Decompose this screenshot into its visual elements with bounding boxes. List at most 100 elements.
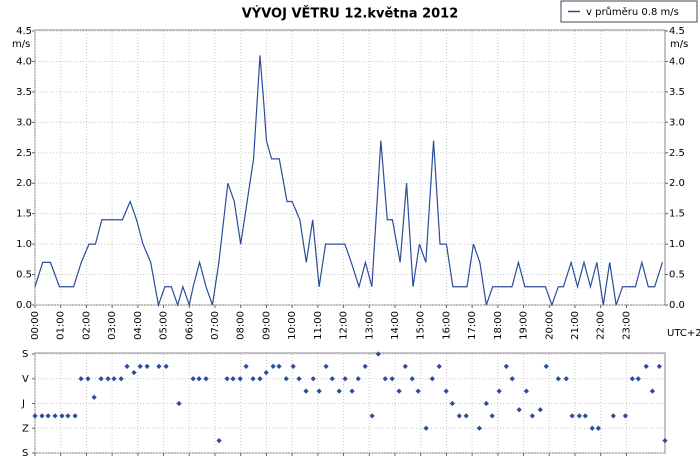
direction-point <box>163 363 169 369</box>
direction-point <box>39 413 45 419</box>
direction-point <box>409 376 415 382</box>
direction-point <box>65 413 71 419</box>
direction-point <box>230 376 236 382</box>
direction-point <box>144 363 150 369</box>
direction-point <box>375 351 381 357</box>
direction-point <box>316 388 322 394</box>
direction-point <box>489 413 495 419</box>
direction-point <box>349 388 355 394</box>
direction-point <box>496 388 502 394</box>
direction-point <box>131 369 137 376</box>
y-tick-label: 4.5 <box>16 26 32 37</box>
direction-point <box>224 376 230 382</box>
direction-point <box>389 376 395 382</box>
x-tick-label: 17:00 <box>467 311 478 340</box>
direction-point <box>589 425 595 431</box>
direction-point <box>203 376 209 382</box>
direction-point <box>662 438 668 444</box>
y-tick-label: 1.0 <box>16 239 32 250</box>
direction-point <box>270 363 276 369</box>
direction-point <box>32 413 38 419</box>
direction-point <box>323 363 329 369</box>
direction-point <box>257 376 263 382</box>
direction-point <box>85 376 91 382</box>
direction-point <box>622 413 628 419</box>
timezone-note: UTC+2 <box>667 328 700 339</box>
direction-point <box>523 388 529 394</box>
y-unit-right: m/s <box>670 39 688 50</box>
direction-point <box>635 376 641 382</box>
direction-point <box>52 413 58 419</box>
direction-point <box>118 376 124 382</box>
x-tick-label: 20:00 <box>544 311 555 340</box>
x-tick-label: 21:00 <box>570 311 581 340</box>
direction-point <box>423 425 429 431</box>
direction-point <box>362 363 368 369</box>
direction-point <box>402 363 408 369</box>
direction-point <box>283 376 289 382</box>
direction-point <box>509 376 515 382</box>
direction-point <box>382 376 388 382</box>
direction-point <box>72 413 78 419</box>
y-tick-label-right: 4.0 <box>669 56 685 67</box>
x-tick-label: 00:00 <box>30 311 41 340</box>
y-tick-label: 0.5 <box>16 270 32 281</box>
y-tick-label: S <box>22 448 28 459</box>
x-tick-label: 03:00 <box>107 311 118 340</box>
x-tick-label: 09:00 <box>261 311 272 340</box>
wind-line <box>34 55 664 308</box>
direction-point <box>250 376 256 382</box>
y-tick-label: 3.5 <box>16 87 32 98</box>
x-tick-label: 06:00 <box>184 311 195 340</box>
direction-point <box>415 388 421 394</box>
direction-point <box>449 400 455 407</box>
direction-point <box>543 363 549 369</box>
direction-point <box>649 388 655 394</box>
y-tick-label-right: 1.0 <box>669 239 685 250</box>
direction-point <box>610 413 616 419</box>
direction-point <box>443 388 449 394</box>
direction-point <box>643 363 649 369</box>
direction-point <box>216 438 222 444</box>
x-tick-label: 13:00 <box>364 311 375 340</box>
y-tick-label: S <box>22 349 28 360</box>
x-tick-label: 16:00 <box>441 311 452 340</box>
x-tick-label: 02:00 <box>81 311 92 340</box>
direction-point <box>563 376 569 382</box>
direction-point <box>396 388 402 394</box>
direction-point <box>355 376 361 382</box>
direction-point <box>176 400 182 407</box>
y-tick-label: 4.0 <box>16 56 32 67</box>
direction-point <box>656 363 662 369</box>
x-tick-label: 19:00 <box>519 311 530 340</box>
direction-point <box>105 376 111 382</box>
y-tick-label-right: 1.5 <box>669 209 685 220</box>
x-tick-label: 18:00 <box>493 311 504 340</box>
y-tick-label-right: 0.5 <box>669 270 685 281</box>
direction-point <box>310 376 316 382</box>
y-tick-label: V <box>22 374 29 385</box>
y-tick-label: 2.5 <box>16 148 32 159</box>
direction-point <box>329 376 335 382</box>
direction-point <box>569 413 575 419</box>
x-tick-label: 14:00 <box>390 311 401 340</box>
direction-point <box>582 413 588 419</box>
x-tick-label: 08:00 <box>236 311 247 340</box>
x-tick-label: 12:00 <box>339 311 350 340</box>
direction-point <box>78 376 84 382</box>
direction-point <box>59 413 65 419</box>
y-tick-label-right: 0.0 <box>669 300 685 311</box>
direction-point <box>629 376 635 382</box>
y-tick-label: 2.0 <box>16 178 32 189</box>
y-tick-label-right: 2.0 <box>669 178 685 189</box>
y-tick-label-right: 2.5 <box>669 148 685 159</box>
legend-label: v průměru 0.8 m/s <box>586 6 679 18</box>
direction-point <box>303 388 309 394</box>
direction-point <box>243 363 249 369</box>
direction-point <box>45 413 51 419</box>
direction-point <box>98 376 104 382</box>
direction-point <box>436 363 442 369</box>
x-tick-label: 10:00 <box>287 311 298 340</box>
x-tick-label: 23:00 <box>621 311 632 340</box>
